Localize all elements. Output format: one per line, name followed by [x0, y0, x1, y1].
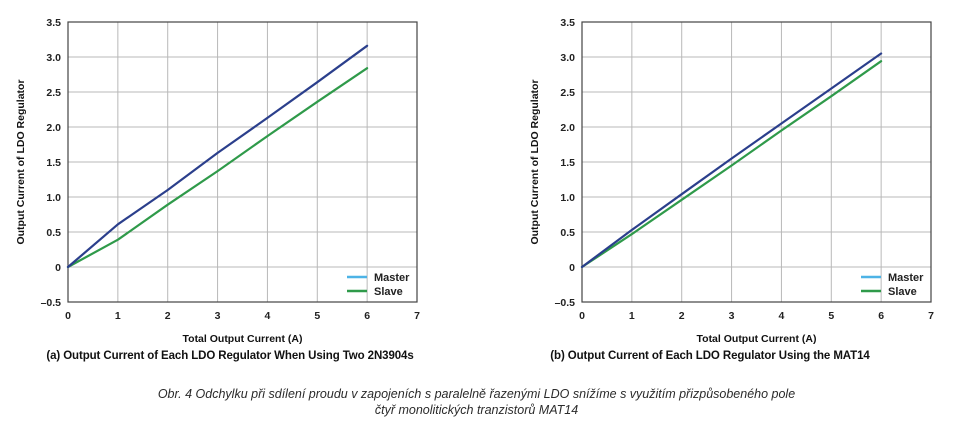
y-tick-label: 3.5: [46, 17, 61, 29]
legend-label-master: Master: [888, 272, 924, 284]
y-axis-label: Output Current of LDO Regulator: [529, 79, 541, 244]
figure-caption: Obr. 4 Odchylku při sdílení proudu v zap…: [0, 386, 953, 418]
y-tick-label: 3.0: [46, 52, 61, 64]
chart-a-subcaption: (a) Output Current of Each LDO Regulator…: [46, 350, 414, 362]
plot-frame: [67, 21, 418, 303]
x-axis-label: Total Output Current (A): [697, 333, 817, 345]
x-tick-label: 3: [729, 310, 735, 322]
legend-label-slave: Slave: [374, 286, 403, 298]
y-tick-label: 1.0: [46, 192, 61, 204]
x-tick-label: 0: [65, 310, 71, 322]
legend-label-master: Master: [374, 272, 410, 284]
series-line-slave: [580, 60, 883, 269]
plot-frame: [581, 21, 932, 303]
x-tick-label: 0: [579, 310, 585, 322]
x-tick-label: 4: [265, 310, 271, 322]
y-tick-label: 0: [569, 262, 575, 274]
series-line-master: [66, 44, 369, 269]
y-axis-label: Output Current of LDO Regulator: [15, 79, 27, 244]
chart-b-svg: 0 1 2 3 4 5 6 7–0.500.51.01.52.02.53.03.5Total …: [529, 17, 934, 345]
y-tick-label: 2.5: [560, 87, 575, 99]
figure-caption-line-2: čtyř monolitických tranzistorů MAT14: [374, 403, 579, 417]
figure-caption-line-1: Obr. 4 Odchylku při sdílení proudu v zap…: [157, 387, 796, 401]
x-tick-label: 2: [679, 310, 685, 322]
legend-label-slave: Slave: [888, 286, 917, 298]
y-tick-label: 2.0: [46, 122, 61, 134]
x-tick-label: 5: [828, 310, 834, 322]
x-tick-label: 5: [314, 310, 320, 322]
y-tick-label: 0.5: [560, 227, 575, 239]
series-line-slave: [66, 67, 369, 269]
y-tick-label: 3.5: [560, 17, 575, 29]
x-tick-label: 2: [165, 310, 171, 322]
x-axis-label: Total Output Current (A): [183, 333, 303, 345]
x-tick-label: 4: [779, 310, 785, 322]
y-tick-label: 3.0: [560, 52, 575, 64]
chart-b-subcaption: (b) Output Current of Each LDO Regulator…: [550, 350, 870, 362]
series-line-master: [580, 52, 883, 269]
x-tick-label: 6: [878, 310, 884, 322]
y-tick-label: 2.0: [560, 122, 575, 134]
y-tick-label: 1.5: [46, 157, 61, 169]
x-tick-label: 1: [115, 310, 121, 322]
x-tick-label: 3: [215, 310, 221, 322]
y-tick-label: 1.0: [560, 192, 575, 204]
y-tick-label: 2.5: [46, 87, 61, 99]
chart-panel-b: 0 1 2 3 4 5 6 7 –0.5 0 0.5 1.0 1.5 2.0 2.5 3.0 3.5 Total …: [476, 0, 952, 375]
y-tick-label: –0.5: [41, 297, 62, 309]
y-tick-label: 1.5: [560, 157, 575, 169]
y-tick-label: 0.5: [46, 227, 61, 239]
chart-panel-a: 0 1 2 3 4 5 6 7 –0.5 0 0.5 1.0 1.5 2.0 2.5 3.0 3.5 Total …: [0, 0, 476, 375]
x-tick-label: 1: [629, 310, 635, 322]
chart-a-svg: 0 1 2 3 4 5 6 7–0.500.51.01.52.02.53.03.5Total …: [15, 17, 420, 345]
x-tick-label: 7: [414, 310, 420, 322]
x-tick-label: 7: [928, 310, 934, 322]
y-tick-label: 0: [55, 262, 61, 274]
x-tick-label: 6: [364, 310, 370, 322]
y-tick-label: –0.5: [555, 297, 576, 309]
